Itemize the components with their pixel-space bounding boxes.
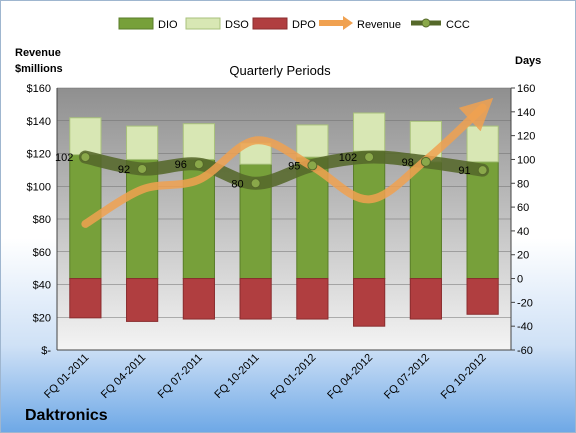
x-tick-label: FQ 07-2012 [382, 352, 432, 402]
x-tick-label: FQ 07-2011 [156, 352, 205, 401]
right-tick-label: 100 [517, 154, 535, 166]
bar-dpo [69, 278, 102, 319]
legend-item-dso: DSO [185, 17, 249, 31]
bar-dpo [409, 278, 442, 320]
data-label-ccc: 80 [231, 178, 243, 190]
legend-label-dpo: DPO [292, 19, 316, 31]
right-tick-label: 160 [517, 83, 535, 95]
data-label-ccc: 92 [118, 164, 130, 176]
data-label-ccc: 95 [288, 160, 300, 172]
left-tick-label: $40 [33, 280, 51, 292]
data-label-ccc: 98 [402, 157, 414, 169]
right-tick-label: 40 [517, 226, 529, 238]
bar-dio [409, 161, 442, 280]
bar-dpo [182, 278, 215, 320]
left-tick-label: $140 [27, 116, 51, 128]
right-axis: 160 140 120 100 80 60 40 20 0 -20 -40 -60 [511, 83, 535, 357]
right-tick-label: -40 [517, 321, 533, 333]
legend: DIO DSO DPO Revenue CCC [118, 16, 470, 31]
bar-dpo [353, 278, 386, 327]
left-axis-title-line2: $millions [15, 63, 63, 75]
left-tick-label: $60 [33, 247, 51, 259]
bar-dso [182, 123, 215, 160]
bar-dpo [126, 278, 159, 322]
legend-label-revenue: Revenue [357, 19, 401, 31]
point-ccc [364, 152, 375, 163]
bar-dso [296, 124, 329, 158]
right-tick-label: -60 [517, 345, 533, 357]
point-ccc [250, 178, 261, 189]
company-name: Daktronics [25, 407, 108, 424]
x-tick-label: FQ 10-2011 [212, 352, 261, 401]
legend-item-dpo: DPO [252, 17, 316, 31]
bar-dpo [296, 278, 329, 320]
right-tick-label: 60 [517, 202, 529, 214]
data-label-ccc: 91 [458, 165, 470, 177]
chart-title: Quarterly Periods [229, 63, 331, 78]
legend-label-ccc: CCC [446, 19, 470, 31]
left-tick-label: $120 [27, 149, 51, 161]
right-tick-label: 0 [517, 274, 523, 286]
point-ccc [80, 152, 91, 163]
left-tick-label: $20 [33, 312, 51, 324]
right-tick-label: 20 [517, 250, 529, 262]
right-tick-label: 120 [517, 131, 535, 143]
left-tick-label: $80 [33, 214, 51, 226]
lines-group: 102 92 96 80 95 102 98 91 [55, 97, 494, 228]
bar-dso [126, 125, 159, 160]
point-ccc [307, 160, 318, 171]
right-axis-title: Days [515, 55, 541, 67]
point-ccc [193, 159, 204, 170]
right-tick-label: 80 [517, 178, 529, 190]
bar-dso [69, 117, 102, 156]
bar-dpo [239, 278, 272, 320]
data-label-ccc: 102 [339, 152, 357, 164]
point-ccc [420, 156, 431, 167]
bar-dpo [466, 278, 499, 315]
left-tick-label: $- [41, 345, 51, 357]
bars-group [69, 112, 499, 327]
x-axis: FQ 01-2011 FQ 04-2011 FQ 07-2011 FQ 10-2011… [42, 352, 489, 402]
bar-dio [126, 158, 159, 280]
x-tick-label: FQ 04-2012 [325, 352, 375, 402]
legend-item-ccc: CCC [411, 18, 470, 31]
right-tick-label: 140 [517, 107, 535, 119]
left-axis: $160 $140 $120 $100 $80 $60 $40 $20 $- [27, 83, 52, 357]
legend-label-dio: DIO [158, 19, 178, 31]
left-tick-label: $100 [27, 181, 51, 193]
point-ccc [137, 163, 148, 174]
bar-dso [353, 112, 386, 152]
bar-dio [466, 161, 499, 280]
left-axis-title-line1: Revenue [15, 47, 61, 59]
point-ccc [477, 165, 488, 176]
left-tick-label: $160 [27, 83, 51, 95]
x-tick-label: FQ 01-2011 [42, 352, 91, 401]
x-tick-label: FQ 04-2011 [99, 352, 148, 401]
legend-item-dio: DIO [118, 17, 178, 31]
bar-dso [466, 125, 499, 163]
x-tick-label: FQ 01-2012 [269, 352, 319, 402]
legend-label-dso: DSO [225, 19, 249, 31]
data-label-ccc: 96 [175, 159, 187, 171]
data-label-ccc: 102 [55, 152, 73, 164]
bar-dio [353, 150, 386, 280]
legend-item-revenue: Revenue [319, 16, 401, 31]
x-tick-label: FQ 10-2012 [439, 352, 489, 402]
right-tick-label: -20 [517, 297, 533, 309]
